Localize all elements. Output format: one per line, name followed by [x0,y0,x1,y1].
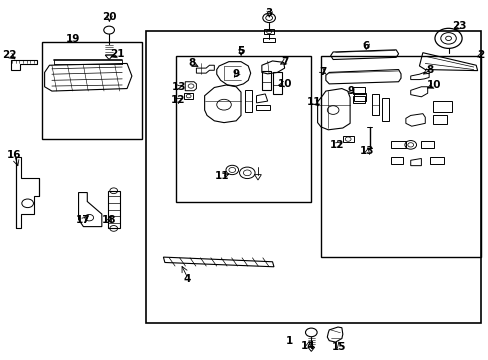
Text: 8: 8 [426,64,433,75]
Text: 15: 15 [331,342,346,352]
Bar [42,42,142,139]
Text: 12: 12 [329,140,344,150]
Bar [381,98,388,121]
Bar [371,94,378,116]
Text: 13: 13 [171,82,186,92]
Text: 6: 6 [362,41,369,50]
Bar [261,71,270,90]
Text: 7: 7 [281,57,288,67]
Bar [264,30,273,35]
Text: 11: 11 [306,97,320,107]
Text: 8: 8 [187,58,195,68]
Bar [432,116,446,125]
Bar [421,140,433,148]
Text: 19: 19 [65,34,80,44]
Bar [352,96,364,103]
Text: 2: 2 [476,50,484,60]
Text: 14: 14 [300,341,315,351]
Text: 17: 17 [76,215,91,225]
Text: 5: 5 [237,46,244,56]
Text: 18: 18 [102,215,116,225]
Bar [390,157,403,164]
Text: 16: 16 [7,150,21,160]
Bar [352,87,364,94]
Bar [429,157,443,164]
Bar [390,140,405,148]
Bar [175,56,311,202]
Text: 20: 20 [102,12,116,22]
Text: 21: 21 [110,49,125,59]
Bar [272,72,281,94]
Text: 5: 5 [237,46,244,56]
Text: 10: 10 [426,80,440,90]
Text: 9: 9 [232,69,239,79]
Text: 22: 22 [2,50,17,60]
Bar [263,39,274,42]
Bar [342,136,353,142]
Text: 11: 11 [214,171,228,181]
Text: 10: 10 [277,79,291,89]
Bar [146,31,480,323]
Text: 23: 23 [451,21,466,31]
Bar [255,105,269,110]
Text: 12: 12 [170,95,185,105]
Text: 3: 3 [265,8,272,18]
Bar [354,93,366,101]
Bar [320,56,480,257]
Bar [244,90,251,112]
Bar [107,191,120,228]
Text: 13: 13 [359,146,373,156]
Bar [432,101,451,112]
Text: 9: 9 [347,86,354,96]
Text: 1: 1 [285,336,292,346]
Text: 4: 4 [183,274,191,284]
Text: 7: 7 [319,67,326,77]
